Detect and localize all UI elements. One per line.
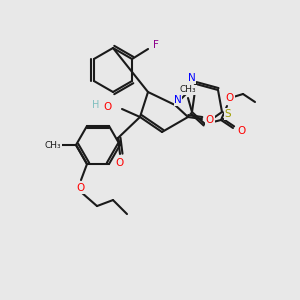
Text: F: F bbox=[153, 40, 159, 50]
Text: CH₃: CH₃ bbox=[180, 85, 196, 94]
Text: O: O bbox=[206, 115, 214, 125]
Text: N: N bbox=[174, 95, 182, 105]
Text: O: O bbox=[77, 183, 85, 193]
Text: O: O bbox=[104, 102, 112, 112]
Text: O: O bbox=[116, 158, 124, 168]
Text: H: H bbox=[92, 100, 100, 110]
Text: O: O bbox=[226, 93, 234, 103]
Text: S: S bbox=[225, 109, 231, 119]
Text: N: N bbox=[188, 73, 196, 83]
Text: CH₃: CH₃ bbox=[45, 140, 61, 149]
Text: O: O bbox=[238, 126, 246, 136]
